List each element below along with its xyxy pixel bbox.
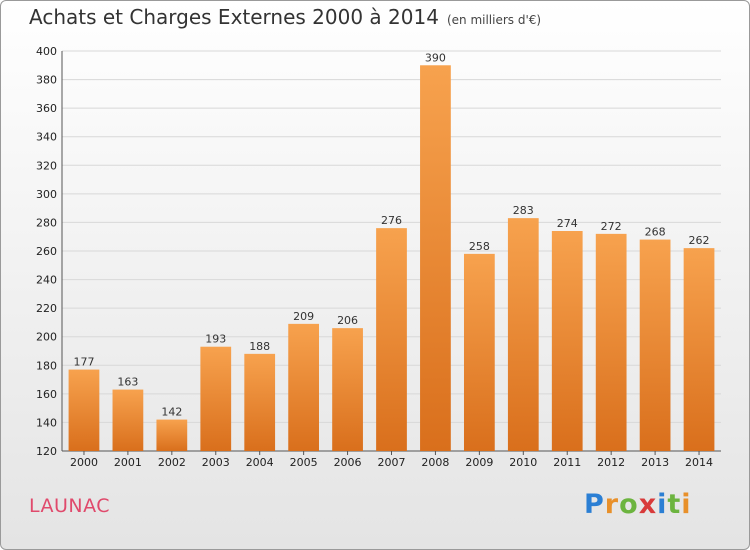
- x-tick-label: 2000: [70, 456, 98, 469]
- x-tick-label: 2001: [114, 456, 142, 469]
- x-tick-label: 2009: [465, 456, 493, 469]
- logo-letter: t: [667, 489, 682, 520]
- chart-title: Achats et Charges Externes 2000 à 2014 (e…: [29, 5, 541, 29]
- x-tick-label: 2002: [158, 456, 186, 469]
- logo-letter: i: [681, 489, 692, 520]
- bar: [68, 369, 100, 451]
- bars: [68, 65, 715, 452]
- bar: [463, 253, 495, 451]
- y-tick-label: 180: [36, 359, 57, 372]
- y-tick-label: 240: [36, 274, 57, 287]
- bar-value-label: 272: [601, 220, 622, 233]
- y-tick-label: 360: [36, 102, 57, 115]
- y-tick-label: 380: [36, 74, 57, 87]
- bar: [507, 218, 539, 451]
- x-tick-label: 2003: [202, 456, 230, 469]
- x-tick-label: 2007: [378, 456, 406, 469]
- bar: [639, 239, 671, 451]
- y-tick-label: 140: [36, 416, 57, 429]
- town-name: LAUNAC: [29, 495, 111, 517]
- x-tick-label: 2006: [334, 456, 362, 469]
- y-tick-label: 220: [36, 302, 57, 315]
- bar-value-label: 258: [469, 240, 490, 253]
- bar-value-label: 177: [73, 356, 94, 369]
- y-tick-label: 120: [36, 445, 57, 458]
- chart-subtitle: (en milliers d'€): [446, 13, 542, 27]
- x-tick-label: 2012: [597, 456, 625, 469]
- logo-letter: x: [638, 489, 658, 520]
- bar: [244, 353, 276, 451]
- x-tick-label: 2011: [553, 456, 581, 469]
- y-tick-label: 280: [36, 216, 57, 229]
- x-tick-label: 2013: [641, 456, 669, 469]
- bar: [288, 323, 320, 451]
- y-tick-label: 320: [36, 159, 57, 172]
- y-tick-label: 160: [36, 388, 57, 401]
- proxiti-logo[interactable]: Proxiti: [584, 489, 692, 520]
- x-tick-label: 2014: [685, 456, 713, 469]
- bar-value-label: 276: [381, 214, 402, 227]
- x-tick-label: 2010: [509, 456, 537, 469]
- y-tick-label: 340: [36, 131, 57, 144]
- bar: [595, 233, 627, 451]
- bar: [683, 248, 715, 451]
- bar: [112, 389, 144, 451]
- logo-letter: P: [584, 489, 605, 520]
- logo-letter: o: [619, 489, 639, 520]
- x-tick-label: 2008: [421, 456, 449, 469]
- logo-letter: i: [657, 489, 668, 520]
- bar-value-label: 209: [293, 310, 314, 323]
- bar-value-label: 283: [513, 204, 534, 217]
- bar-value-label: 142: [161, 406, 182, 419]
- y-tick-label: 400: [36, 45, 57, 58]
- logo-letter: r: [604, 489, 620, 520]
- chart-title-text: Achats et Charges Externes 2000 à 2014: [29, 5, 439, 29]
- bar: [376, 228, 407, 451]
- bar-value-label: 262: [689, 234, 710, 247]
- bar-value-label: 193: [205, 333, 226, 346]
- bar: [156, 419, 188, 451]
- bar: [551, 231, 583, 451]
- bar-value-label: 188: [249, 340, 270, 353]
- y-tick-label: 200: [36, 331, 57, 344]
- y-tick-label: 300: [36, 188, 57, 201]
- bar-value-label: 274: [557, 217, 578, 230]
- bar-value-label: 163: [117, 376, 138, 389]
- bar-value-label: 206: [337, 314, 358, 327]
- labels: 120 140 160 180 200 220 240 260 280 300 320 340 360 3…: [36, 45, 713, 469]
- bar-value-label: 268: [645, 226, 666, 239]
- y-tick-label: 260: [36, 245, 57, 258]
- bar: [420, 65, 451, 452]
- bar-value-label: 390: [425, 51, 446, 64]
- x-tick-label: 2005: [290, 456, 318, 469]
- x-tick-label: 2004: [246, 456, 274, 469]
- bar: [332, 328, 363, 451]
- bar: [200, 346, 232, 451]
